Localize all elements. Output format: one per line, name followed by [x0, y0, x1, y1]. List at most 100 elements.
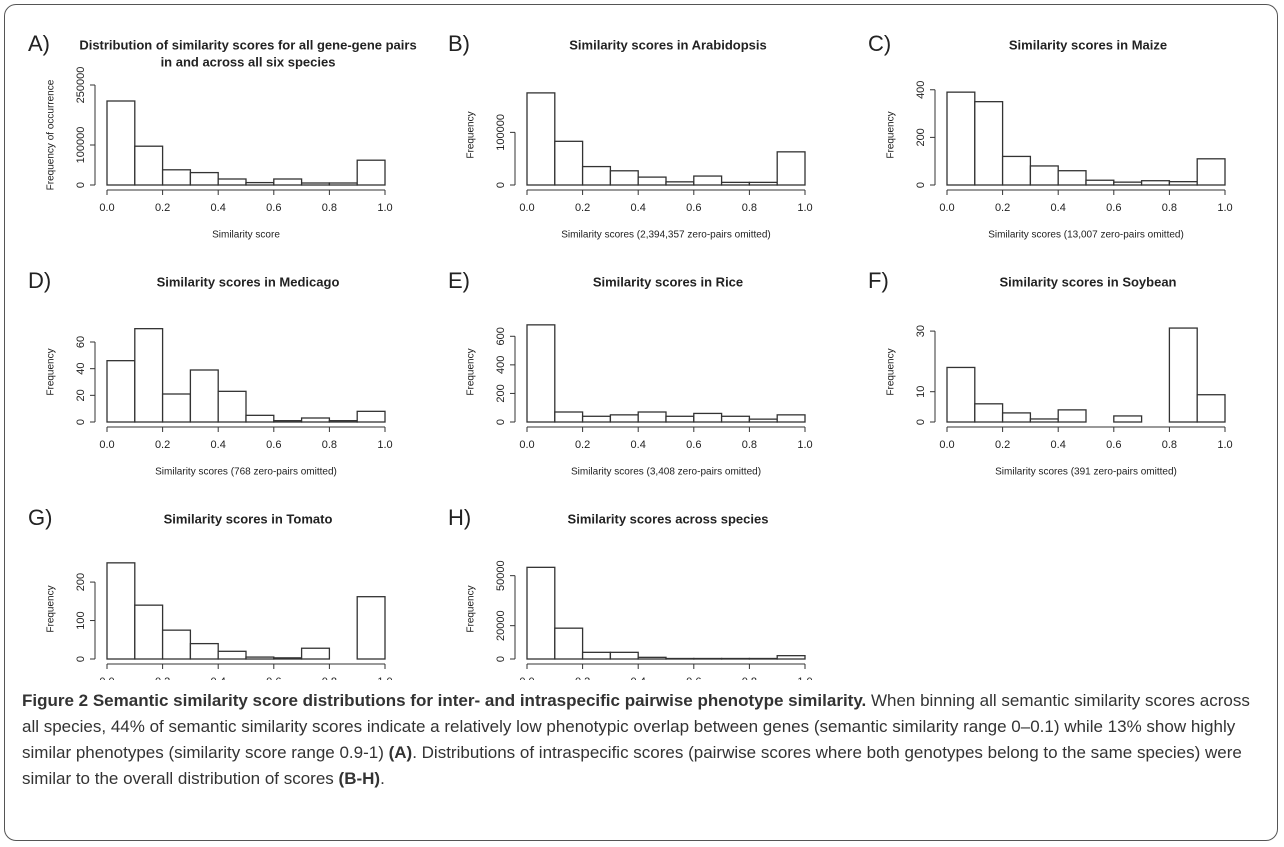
- bar: [300, 417, 331, 423]
- x-axis-label: Similarity scores (391 zero-pairs omitte…: [995, 467, 1177, 478]
- y-tick-label: 100000: [75, 127, 87, 164]
- x-tick-label: 0.0: [99, 439, 114, 451]
- bar: [526, 92, 556, 186]
- bar: [609, 414, 639, 423]
- x-tick-label: 0.0: [519, 439, 534, 451]
- y-axis-label: Frequency: [466, 348, 477, 395]
- x-tick-label: 0.2: [995, 439, 1010, 451]
- x-axis-label: Similarity scores (768 zero-pairs omitte…: [155, 467, 337, 478]
- y-tick-label: 0: [495, 182, 507, 188]
- bar: [526, 566, 556, 660]
- y-axis-label: Frequency: [466, 111, 477, 158]
- bar: [554, 140, 584, 186]
- bar: [1113, 415, 1143, 423]
- caption-text: .: [380, 769, 385, 788]
- bar: [273, 657, 303, 660]
- caption-text: (B-H): [338, 769, 381, 788]
- chart-title: Similarity scores in Maize: [1009, 37, 1167, 52]
- x-tick-label: 0.4: [211, 676, 226, 680]
- bar: [720, 657, 751, 660]
- bar: [693, 657, 723, 660]
- chart-title: Similarity scores in Soybean: [999, 274, 1176, 289]
- bar: [245, 414, 275, 423]
- x-tick-label: 0.0: [99, 202, 114, 214]
- bar: [946, 366, 976, 423]
- bar: [748, 181, 778, 186]
- bar: [189, 369, 219, 423]
- y-axis-label: Frequency: [886, 111, 897, 158]
- y-tick-label: 600: [495, 327, 507, 345]
- x-tick-label: 1.0: [377, 676, 392, 680]
- x-tick-label: 1.0: [797, 676, 812, 680]
- y-tick-label: 0: [915, 182, 927, 188]
- y-tick-label: 0: [75, 656, 87, 662]
- bar: [217, 650, 247, 660]
- x-tick-label: 0.6: [266, 202, 281, 214]
- chart-title: Similarity scores in Tomato: [164, 511, 333, 526]
- bar: [581, 415, 612, 423]
- bar: [328, 420, 358, 423]
- x-tick-label: 0.0: [939, 439, 954, 451]
- bar: [1001, 155, 1032, 186]
- bar: [720, 415, 751, 423]
- y-tick-label: 0: [495, 419, 507, 425]
- bar: [217, 178, 247, 186]
- bar: [134, 145, 164, 186]
- bar: [946, 91, 976, 186]
- bar: [161, 169, 192, 186]
- bar: [1168, 327, 1198, 423]
- bar: [720, 181, 751, 186]
- bar: [328, 182, 358, 186]
- bar: [776, 655, 806, 660]
- y-tick-label: 200: [75, 573, 87, 591]
- y-tick-label: 100000: [495, 114, 507, 151]
- chart-title: Similarity scores in Arabidopsis: [569, 37, 766, 52]
- caption: Figure 2 Semantic similarity score distr…: [22, 688, 1262, 792]
- chart-title: in and across all six species: [161, 54, 336, 69]
- chart-title: Similarity scores across species: [568, 511, 769, 526]
- x-tick-label: 0.6: [686, 676, 701, 680]
- x-tick-label: 0.8: [322, 202, 337, 214]
- x-tick-label: 0.0: [99, 676, 114, 680]
- x-tick-label: 0.6: [266, 439, 281, 451]
- bar: [776, 151, 806, 186]
- y-tick-label: 10: [915, 386, 927, 398]
- bar: [273, 178, 303, 186]
- x-tick-label: 0.6: [266, 676, 281, 680]
- caption-title: Figure 2 Semantic similarity score distr…: [22, 691, 867, 710]
- y-tick-label: 30: [915, 325, 927, 337]
- bar: [974, 403, 1004, 423]
- y-tick-label: 250000: [75, 67, 87, 104]
- x-tick-label: 1.0: [797, 202, 812, 214]
- bar: [1196, 158, 1226, 186]
- chart-title: Distribution of similarity scores for al…: [79, 37, 416, 52]
- bar: [1113, 181, 1143, 186]
- bar: [245, 656, 275, 660]
- x-tick-label: 0.8: [322, 676, 337, 680]
- bar: [356, 159, 386, 186]
- x-tick-label: 1.0: [1217, 439, 1232, 451]
- y-axis-label: Frequency: [46, 585, 57, 632]
- bar: [665, 415, 695, 423]
- bar: [1029, 165, 1059, 186]
- panel-label: G): [28, 505, 52, 530]
- y-tick-label: 100: [75, 611, 87, 629]
- panel-label: C): [868, 31, 891, 56]
- bar: [134, 328, 164, 423]
- x-tick-label: 0.8: [742, 202, 757, 214]
- bar: [637, 656, 667, 660]
- y-tick-label: 200: [495, 384, 507, 402]
- bar: [693, 412, 723, 423]
- panel-label: B): [448, 31, 470, 56]
- y-tick-label: 400: [495, 356, 507, 374]
- figure: A) Distribution of similarity scores for …: [28, 31, 1233, 680]
- panel-label: F): [868, 268, 889, 293]
- bar: [161, 629, 192, 660]
- x-tick-label: 1.0: [1217, 202, 1232, 214]
- y-tick-label: 0: [495, 656, 507, 662]
- x-tick-label: 0.6: [1106, 439, 1121, 451]
- bar: [609, 651, 639, 660]
- y-axis-label: Frequency of occurrence: [46, 79, 57, 190]
- x-tick-label: 0.8: [1162, 439, 1177, 451]
